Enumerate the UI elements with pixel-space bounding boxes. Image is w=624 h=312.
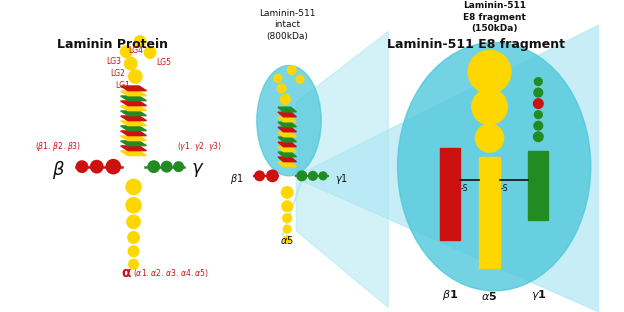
Text: $\alpha$5: $\alpha$5	[280, 234, 294, 246]
Circle shape	[90, 160, 104, 173]
Circle shape	[273, 74, 283, 83]
Circle shape	[534, 77, 543, 86]
Ellipse shape	[257, 66, 321, 176]
Text: LG2: LG2	[110, 69, 125, 78]
Circle shape	[318, 171, 328, 180]
Circle shape	[471, 88, 508, 125]
Text: LG1: LG1	[115, 81, 130, 90]
Circle shape	[308, 171, 318, 181]
Text: Laminin-511
intact
(800kDa): Laminin-511 intact (800kDa)	[259, 9, 315, 41]
Circle shape	[125, 197, 142, 213]
Polygon shape	[283, 25, 599, 312]
Circle shape	[296, 170, 308, 181]
Text: $\beta$1: $\beta$1	[442, 288, 458, 302]
Circle shape	[533, 131, 544, 142]
Text: ($\gamma$1. $\gamma$2. $\gamma$3): ($\gamma$1. $\gamma$2. $\gamma$3)	[177, 140, 222, 153]
Circle shape	[281, 200, 293, 212]
Text: Laminin-511
E8 fragment
(150kDa): Laminin-511 E8 fragment (150kDa)	[462, 1, 525, 33]
Circle shape	[266, 169, 279, 182]
Polygon shape	[278, 162, 296, 167]
Text: ($\alpha$1. $\alpha$2. $\alpha$3. $\alpha$4. $\alpha$5): ($\alpha$1. $\alpha$2. $\alpha$3. $\alph…	[133, 267, 208, 279]
Circle shape	[534, 121, 544, 131]
Polygon shape	[278, 112, 296, 117]
Circle shape	[128, 259, 139, 270]
Polygon shape	[120, 111, 147, 116]
Text: -S: -S	[500, 184, 508, 193]
Polygon shape	[120, 116, 147, 121]
Circle shape	[254, 170, 265, 181]
Polygon shape	[120, 91, 147, 96]
Circle shape	[533, 98, 544, 109]
Text: LG3: LG3	[107, 57, 122, 66]
Circle shape	[534, 88, 544, 98]
Circle shape	[280, 94, 291, 105]
Text: $\alpha$5: $\alpha$5	[482, 290, 498, 302]
Text: Laminin Protein: Laminin Protein	[57, 38, 168, 51]
Text: $\gamma$1: $\gamma$1	[530, 288, 546, 302]
Circle shape	[534, 110, 543, 119]
Text: ($\beta$1. $\beta$2. $\beta$3): ($\beta$1. $\beta$2. $\beta$3)	[35, 140, 81, 153]
Circle shape	[467, 50, 512, 94]
Polygon shape	[278, 157, 296, 162]
Bar	[479, 158, 500, 268]
Polygon shape	[278, 107, 296, 112]
Circle shape	[295, 75, 305, 84]
Polygon shape	[120, 106, 147, 111]
Polygon shape	[120, 121, 147, 126]
Text: LG4: LG4	[128, 46, 143, 55]
Text: -S: -S	[461, 184, 469, 193]
Circle shape	[160, 161, 173, 173]
Circle shape	[144, 46, 157, 59]
Polygon shape	[278, 117, 296, 122]
Circle shape	[105, 159, 121, 174]
Text: $\beta$1: $\beta$1	[230, 172, 243, 186]
Polygon shape	[120, 151, 147, 156]
Polygon shape	[120, 131, 147, 136]
Polygon shape	[296, 32, 388, 307]
Polygon shape	[120, 96, 147, 101]
Circle shape	[120, 45, 133, 58]
Text: $\gamma$: $\gamma$	[191, 161, 205, 179]
Polygon shape	[278, 142, 296, 147]
Text: Laminin-511 E8 fragment: Laminin-511 E8 fragment	[387, 38, 565, 51]
Polygon shape	[120, 101, 147, 106]
Circle shape	[147, 160, 160, 173]
Circle shape	[124, 57, 138, 71]
Circle shape	[282, 213, 292, 223]
Polygon shape	[278, 152, 296, 157]
Polygon shape	[278, 147, 296, 152]
Circle shape	[125, 178, 142, 195]
Polygon shape	[120, 141, 147, 146]
Polygon shape	[278, 137, 296, 142]
Polygon shape	[278, 122, 296, 127]
Circle shape	[126, 214, 141, 229]
Polygon shape	[278, 127, 296, 132]
Ellipse shape	[397, 42, 591, 291]
Text: $\beta$: $\beta$	[52, 159, 64, 181]
Circle shape	[134, 35, 147, 48]
Text: LG5: LG5	[157, 58, 172, 67]
Polygon shape	[278, 132, 296, 137]
Circle shape	[475, 124, 504, 153]
Bar	[528, 151, 548, 220]
Circle shape	[127, 231, 140, 244]
Circle shape	[281, 186, 294, 199]
Bar	[440, 148, 460, 240]
Polygon shape	[120, 86, 147, 91]
Polygon shape	[120, 126, 147, 131]
Circle shape	[128, 69, 143, 84]
Circle shape	[276, 83, 286, 94]
Polygon shape	[120, 136, 147, 141]
Circle shape	[286, 65, 297, 75]
Text: $\gamma$1: $\gamma$1	[335, 172, 348, 186]
Circle shape	[283, 225, 292, 234]
Circle shape	[283, 235, 291, 243]
Circle shape	[76, 160, 89, 173]
Polygon shape	[120, 146, 147, 151]
Circle shape	[173, 161, 184, 172]
Circle shape	[127, 245, 140, 257]
Text: $\mathbf{\alpha}$: $\mathbf{\alpha}$	[121, 266, 132, 280]
